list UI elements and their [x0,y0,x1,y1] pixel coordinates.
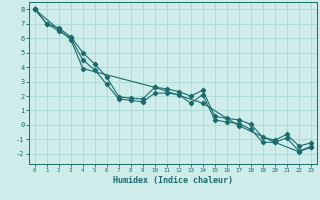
X-axis label: Humidex (Indice chaleur): Humidex (Indice chaleur) [113,176,233,185]
